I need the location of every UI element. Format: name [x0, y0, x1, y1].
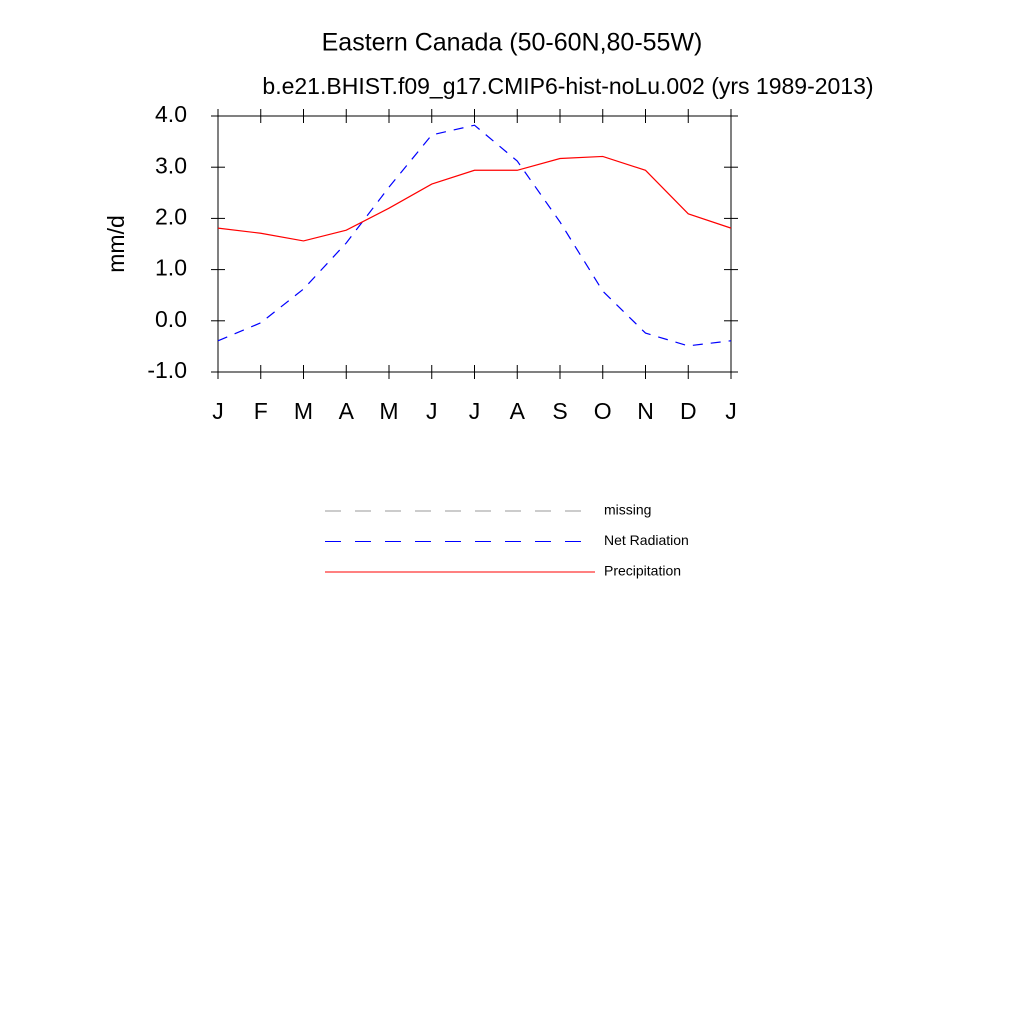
chart-subtitle: b.e21.BHIST.f09_g17.CMIP6-hist-noLu.002 … — [262, 73, 873, 99]
x-tick-label: F — [254, 398, 268, 424]
legend-label: Precipitation — [604, 563, 681, 579]
chart-title: Eastern Canada (50-60N,80-55W) — [322, 29, 703, 57]
y-tick-label: -1.0 — [147, 357, 187, 383]
legend-label: missing — [604, 502, 651, 518]
x-tick-label: O — [594, 398, 612, 424]
y-tick-label: 0.0 — [155, 306, 187, 332]
x-tick-label: D — [680, 398, 697, 424]
y-axis-label: mm/d — [103, 215, 129, 273]
y-tick-label: 4.0 — [155, 101, 187, 127]
series-line — [217, 155, 732, 242]
series-line — [217, 124, 732, 347]
x-tick-label: A — [510, 398, 526, 424]
x-tick-label: S — [552, 398, 567, 424]
x-tick-label: J — [212, 398, 224, 424]
x-tick-label: J — [469, 398, 481, 424]
x-tick-label: J — [426, 398, 438, 424]
y-tick-label: 1.0 — [155, 255, 187, 281]
x-tick-label: N — [637, 398, 654, 424]
x-tick-label: J — [725, 398, 737, 424]
x-tick-label: M — [379, 398, 398, 424]
plot-frame — [217, 115, 732, 373]
y-tick-label: 3.0 — [155, 152, 187, 178]
x-tick-label: M — [294, 398, 313, 424]
legend-label: Net Radiation — [604, 532, 689, 548]
y-tick-label: 2.0 — [155, 203, 187, 229]
x-tick-label: A — [339, 398, 355, 424]
